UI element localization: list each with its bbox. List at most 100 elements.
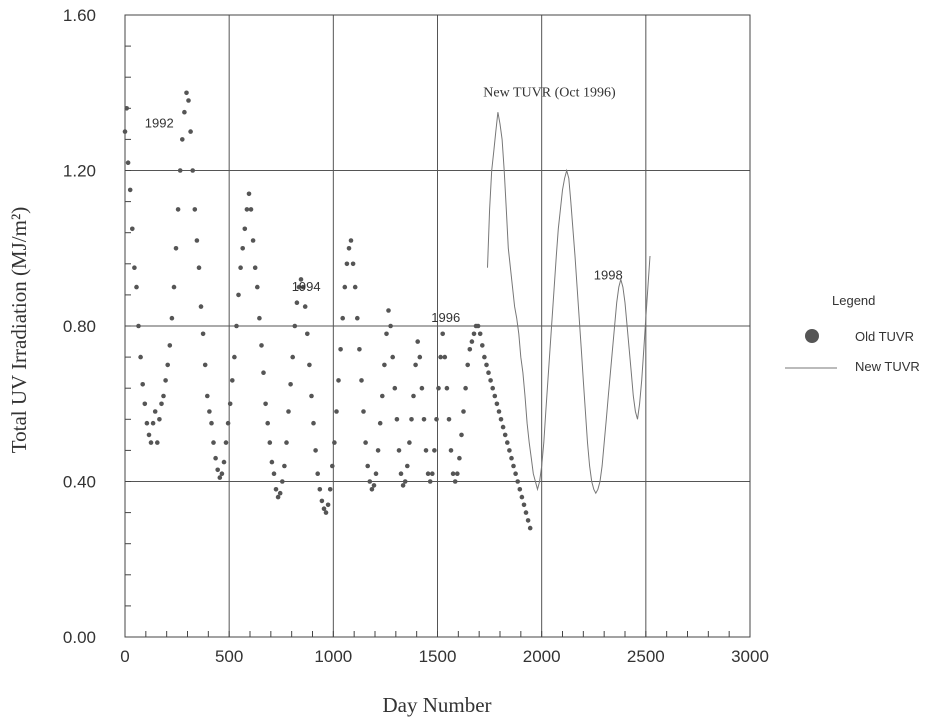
old-tuvr-point	[188, 129, 193, 134]
old-tuvr-point	[423, 448, 429, 453]
series-new-tuvr	[487, 112, 651, 495]
old-tuvr-point	[321, 506, 327, 512]
old-tuvr-point	[277, 490, 283, 496]
old-tuvr-point	[384, 331, 389, 337]
old-tuvr-point	[521, 502, 527, 508]
old-tuvr-point	[344, 261, 350, 267]
old-tuvr-point	[273, 487, 279, 492]
old-tuvr-point	[359, 378, 364, 383]
old-tuvr-point	[282, 463, 287, 469]
old-tuvr-point	[338, 347, 343, 352]
x-axis-title: Day Number	[382, 693, 491, 717]
old-tuvr-point	[232, 354, 237, 360]
old-tuvr-point	[159, 401, 164, 407]
old-tuvr-point	[236, 292, 241, 298]
old-tuvr-point	[436, 385, 441, 391]
old-tuvr-point	[419, 385, 425, 391]
old-tuvr-point	[302, 304, 308, 309]
old-tuvr-point	[442, 354, 448, 360]
old-tuvr-point	[469, 339, 475, 344]
old-tuvr-point	[475, 323, 481, 329]
y-tick-labels: 0.00 0.40 0.80 1.20 1.60	[63, 6, 96, 647]
old-tuvr-point	[175, 207, 181, 212]
old-tuvr-point	[325, 502, 331, 508]
old-tuvr-point	[327, 487, 333, 492]
old-tuvr-point	[234, 323, 239, 329]
old-tuvr-point	[502, 432, 508, 438]
old-tuvr-point	[334, 409, 339, 414]
old-tuvr-point	[219, 471, 225, 477]
old-tuvr-point	[269, 459, 275, 465]
old-tuvr-point	[490, 385, 496, 391]
old-tuvr-point	[261, 370, 266, 376]
old-tuvr-point	[259, 343, 264, 348]
old-tuvr-point	[392, 385, 398, 391]
old-tuvr-point	[438, 354, 443, 360]
old-tuvr-point	[332, 440, 337, 445]
old-tuvr-point	[421, 417, 427, 422]
old-tuvr-point	[250, 238, 256, 243]
old-tuvr-point	[132, 265, 137, 271]
old-tuvr-point	[488, 378, 493, 383]
old-tuvr-point	[292, 323, 298, 329]
old-tuvr-point	[238, 265, 243, 271]
old-tuvr-point	[317, 487, 323, 492]
old-tuvr-point	[284, 440, 289, 445]
old-tuvr-point	[377, 420, 383, 426]
old-tuvr-point	[213, 455, 218, 461]
old-tuvr-point	[244, 207, 250, 212]
old-tuvr-point	[207, 409, 212, 414]
minor-ticks	[124, 14, 751, 638]
old-tuvr-point	[450, 471, 456, 477]
old-tuvr-point	[221, 459, 227, 465]
old-tuvr-point	[307, 362, 312, 368]
old-tuvr-point	[342, 284, 348, 290]
old-tuvr-point	[134, 284, 139, 290]
x-tick-label: 0	[120, 647, 129, 666]
annotation-label: New TUVR (Oct 1996)	[483, 86, 616, 101]
old-tuvr-point	[498, 417, 504, 422]
x-tick-labels: 0 500 1000 1500 2000 2500 3000	[120, 647, 769, 666]
old-tuvr-point	[402, 479, 408, 484]
x-tick-label: 1000	[314, 647, 352, 666]
old-tuvr-point	[382, 362, 387, 368]
old-tuvr-point	[365, 463, 371, 469]
old-tuvr-point	[136, 323, 141, 329]
old-tuvr-point	[500, 424, 506, 430]
old-tuvr-point	[122, 129, 128, 134]
old-tuvr-point	[144, 420, 150, 426]
old-tuvr-point	[482, 354, 487, 360]
x-tick-label: 2000	[523, 647, 561, 666]
old-tuvr-point	[169, 315, 175, 321]
old-tuvr-point	[194, 238, 200, 243]
old-tuvr-point	[148, 440, 154, 445]
old-tuvr-point	[388, 323, 393, 329]
old-tuvr-point	[227, 401, 233, 407]
old-tuvr-point	[171, 284, 177, 290]
old-tuvr-point	[484, 362, 489, 368]
x-tick-label: 3000	[731, 647, 769, 666]
old-tuvr-point	[217, 475, 223, 480]
old-tuvr-point	[215, 467, 220, 473]
old-tuvr-point	[398, 471, 404, 477]
old-tuvr-point	[425, 471, 431, 477]
new-tuvr-line	[487, 112, 651, 495]
old-tuvr-point	[150, 420, 156, 426]
old-tuvr-point	[146, 432, 152, 438]
old-tuvr-point	[311, 420, 316, 426]
old-tuvr-point	[205, 393, 210, 399]
old-tuvr-point	[242, 226, 248, 232]
old-tuvr-point	[517, 487, 523, 492]
old-tuvr-point	[275, 494, 281, 500]
old-tuvr-point	[515, 479, 520, 484]
old-tuvr-point	[161, 393, 166, 399]
legend-new-tuvr-label: New TUVR	[855, 359, 920, 374]
y-tick-label: 0.40	[63, 473, 96, 492]
old-tuvr-point	[265, 420, 271, 426]
old-tuvr-point	[452, 479, 458, 484]
old-tuvr-point	[405, 463, 410, 469]
old-tuvr-point	[386, 308, 391, 313]
old-tuvr-point	[348, 238, 354, 243]
y-tick-label: 1.60	[63, 6, 96, 25]
